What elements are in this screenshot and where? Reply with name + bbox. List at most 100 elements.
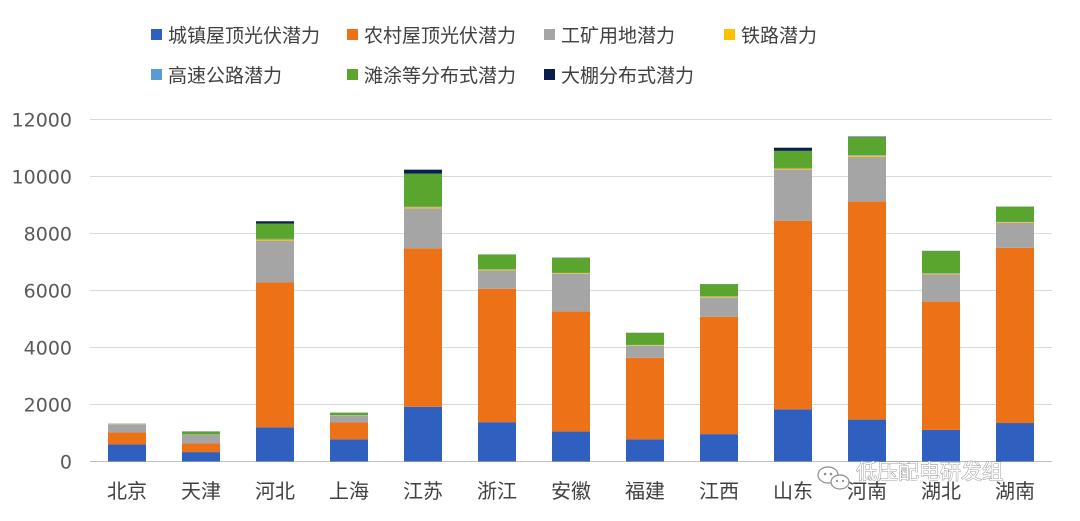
x-tick-label: 河南 <box>847 479 887 503</box>
x-tick-label: 天津 <box>181 479 221 503</box>
bar-stack <box>108 423 146 462</box>
bar-segment <box>774 147 812 151</box>
legend-label: 工矿用地潜力 <box>561 25 675 47</box>
x-tick-label: 河北 <box>255 479 295 503</box>
legend-label: 大棚分布式潜力 <box>561 65 694 87</box>
legend-swatch <box>347 69 358 80</box>
bar-segment <box>552 431 590 462</box>
bar-segment <box>996 221 1034 223</box>
bar-segment <box>626 439 664 462</box>
legend-item: 农村屋顶光伏潜力 <box>347 25 516 47</box>
x-tick-label: 湖南 <box>995 479 1035 503</box>
bar-segment <box>182 431 220 435</box>
bar-segment <box>256 240 294 283</box>
bar-segment <box>848 156 886 202</box>
bar-segment <box>108 444 146 462</box>
legend-label: 滩涂等分布式潜力 <box>364 65 516 87</box>
bar-segment <box>922 301 960 430</box>
legend-swatch <box>724 29 735 40</box>
bar-segment <box>478 270 516 289</box>
y-tick-label: 4000 <box>24 338 72 360</box>
bar-segment <box>256 282 294 428</box>
bar-segment <box>256 427 294 462</box>
bar-segment <box>922 273 960 275</box>
bar-stack <box>182 431 220 462</box>
bar-segment <box>404 406 442 462</box>
x-tick-label: 江西 <box>699 479 739 503</box>
bar-segment <box>626 345 664 358</box>
legend-swatch <box>151 69 162 80</box>
x-tick-label: 江苏 <box>403 479 443 503</box>
y-tick-label: 2000 <box>24 395 72 417</box>
x-axis: 北京 天津 河北 上海 江苏 浙江 安徽 福建 江西 山东 河南 湖北 湖南 <box>107 479 1035 503</box>
bar-segment <box>700 296 738 298</box>
bar-segment <box>996 222 1034 223</box>
bar-segment <box>700 296 738 297</box>
x-tick-label: 浙江 <box>477 479 517 503</box>
legend-item: 工矿用地潜力 <box>544 25 675 47</box>
legend-label: 农村屋顶光伏潜力 <box>364 25 516 47</box>
x-tick-label: 山东 <box>773 479 813 503</box>
watermark: 低压配电研发组 <box>817 460 1003 490</box>
bar-segment <box>478 269 516 271</box>
bar-stack <box>996 206 1034 462</box>
x-tick-label: 北京 <box>107 479 147 503</box>
bar-segment <box>478 422 516 462</box>
legend-item: 高速公路潜力 <box>151 65 282 87</box>
bar-segment <box>700 284 738 297</box>
bar-segment <box>552 258 590 273</box>
x-tick-label: 安徽 <box>551 479 591 503</box>
bar-segment <box>182 443 220 453</box>
x-tick-label: 福建 <box>625 479 665 503</box>
bar-segment <box>404 173 442 207</box>
bar-segment <box>848 137 886 156</box>
bar-segment <box>774 150 812 168</box>
bar-stack <box>552 257 590 462</box>
watermark-text: 低压配电研发组 <box>856 460 1003 484</box>
y-tick-label: 12000 <box>12 110 72 132</box>
bar-segment <box>256 239 294 241</box>
bar-segment <box>848 155 886 156</box>
bar-segment <box>922 273 960 274</box>
bar-stack <box>700 284 738 462</box>
bar-segment <box>108 424 146 433</box>
bar-segment <box>404 248 442 407</box>
bar-segment <box>182 452 220 462</box>
bar-segment <box>108 432 146 445</box>
legend-item: 铁路潜力 <box>724 25 817 47</box>
legend-item: 大棚分布式潜力 <box>544 65 694 87</box>
bar-segment <box>552 311 590 432</box>
bar-segment <box>256 221 294 224</box>
bar-segment <box>774 169 812 221</box>
bar-segment <box>848 419 886 462</box>
bar-stack <box>404 169 442 462</box>
legend-item: 滩涂等分布式潜力 <box>347 65 516 87</box>
bar-segment <box>700 434 738 462</box>
y-tick-label: 6000 <box>24 281 72 303</box>
legend-swatch <box>151 29 162 40</box>
bar-segment <box>700 297 738 317</box>
bar-segment <box>404 206 442 208</box>
bar-segment <box>330 439 368 462</box>
legend-label: 高速公路潜力 <box>168 65 282 87</box>
bar-stack <box>848 136 886 462</box>
bar-segment <box>182 434 220 444</box>
x-tick-label: 湖北 <box>921 479 961 503</box>
bar-segment <box>256 223 294 239</box>
bar-segment <box>848 136 886 138</box>
bar-segment <box>996 222 1034 248</box>
wechat-icon <box>817 466 850 490</box>
bar-segment <box>774 168 812 170</box>
bar-segment <box>330 412 368 416</box>
bar-segment <box>774 220 812 410</box>
legend-swatch <box>544 29 555 40</box>
bar-stack <box>774 147 812 462</box>
bar-segment <box>774 409 812 462</box>
bar-segment <box>922 274 960 302</box>
bar-segment <box>626 345 664 346</box>
bar-segment <box>552 273 590 312</box>
bar-segment <box>330 422 368 440</box>
legend-swatch <box>544 69 555 80</box>
bar-segment <box>478 288 516 423</box>
y-tick-label: 0 <box>60 452 72 474</box>
